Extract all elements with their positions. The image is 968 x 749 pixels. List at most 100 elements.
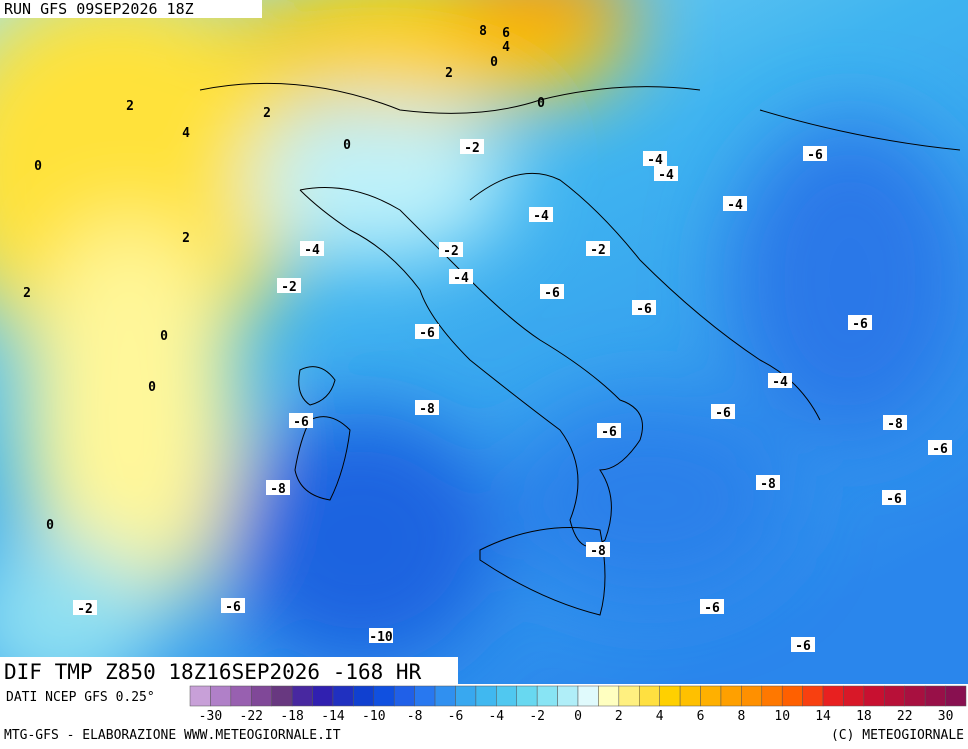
contour-label: 2: [263, 106, 271, 121]
colorbar-label: 8: [737, 709, 745, 724]
contour-label: -6: [293, 415, 309, 430]
contour-label: -2: [464, 141, 480, 156]
colorbar-box: [230, 685, 252, 707]
colorbar-label: -4: [488, 709, 504, 724]
contour-label: -6: [715, 406, 731, 421]
colorbar-box: [291, 685, 313, 707]
footer-right: (C) METEOGIORNALE: [831, 728, 964, 743]
colorbar-label: -14: [321, 709, 345, 724]
label-box: [803, 146, 827, 161]
contour-label: 0: [46, 518, 54, 533]
run-label: RUN GFS 09SEP2026 18Z: [4, 0, 194, 18]
contour-label: 0: [148, 380, 156, 395]
colorbar-label: -30: [199, 709, 222, 724]
colorbar-box: [536, 685, 558, 707]
colorbar-box: [496, 685, 517, 707]
colorbar-box: [863, 685, 885, 707]
colorbar-box: [884, 685, 905, 707]
colorbar-box: [577, 685, 599, 707]
label-box: [540, 284, 564, 299]
label-box: [711, 404, 735, 419]
colorbar-label: 0: [574, 709, 582, 724]
contour-label: 6: [502, 26, 510, 41]
contour-label: 4: [502, 40, 510, 55]
label-box: [700, 599, 724, 614]
label-box: [460, 139, 484, 154]
label-box: [848, 315, 872, 330]
contour-label: -6: [807, 148, 823, 163]
label-box: [289, 413, 313, 428]
header-box: [0, 0, 262, 18]
contour-label: -4: [647, 153, 663, 168]
colorbar-label: 18: [856, 709, 872, 724]
colorbar-label: 2: [615, 709, 623, 724]
contour-label: -6: [544, 286, 560, 301]
colorbar-box: [720, 685, 742, 707]
colorbar-box: [251, 685, 272, 707]
label-box: [882, 490, 906, 505]
contour-label: 0: [160, 329, 168, 344]
colorbar-label: -22: [240, 709, 263, 724]
colorbar-box: [802, 685, 824, 707]
colorbar-label: 22: [897, 709, 913, 724]
colorbar-box: [822, 685, 844, 707]
label-box: [586, 241, 610, 256]
colorbar-label: -2: [529, 709, 545, 724]
contour-label: -4: [658, 168, 674, 183]
contour-label: -8: [590, 544, 606, 559]
colorbar-box: [271, 685, 293, 707]
colorbar-box: [924, 685, 946, 707]
contour-label: -4: [772, 375, 788, 390]
contour-label: 2: [23, 286, 31, 301]
contour-label: 0: [34, 159, 42, 174]
label-box: [300, 241, 324, 256]
contour-label: -6: [636, 302, 652, 317]
label-box: [73, 600, 97, 615]
label-box: [586, 542, 610, 557]
contour-label: -6: [795, 639, 811, 654]
contour-label: -6: [852, 317, 868, 332]
colorbar-box: [557, 685, 579, 707]
coastlines: [199, 82, 961, 616]
colorbar-box: [516, 685, 538, 707]
colorbar-label: -18: [280, 709, 303, 724]
contour-label: -4: [453, 271, 469, 286]
contour-label: 2: [445, 66, 453, 81]
contour-label: -2: [443, 244, 459, 259]
colorbar-box: [761, 685, 783, 707]
colorbar-box: [353, 685, 375, 707]
contour-label: 2: [182, 231, 190, 246]
label-box: [415, 324, 439, 339]
contour-label: 4: [182, 126, 190, 141]
label-box: [597, 423, 621, 438]
colorbar-box: [781, 685, 803, 707]
contour-label: -2: [77, 602, 93, 617]
label-box: [791, 637, 815, 652]
label-box: [449, 269, 473, 284]
label-box: [415, 400, 439, 415]
label-box: [928, 440, 952, 455]
label-box: [266, 480, 290, 495]
contour-label: -6: [419, 326, 435, 341]
label-box: [277, 278, 301, 293]
contour-label: -4: [304, 243, 320, 258]
colorbar-box: [700, 685, 722, 707]
colorbar-box: [945, 685, 967, 707]
contour-label: -6: [886, 492, 902, 507]
contour-label: -4: [533, 209, 549, 224]
colorbar-box: [598, 685, 620, 707]
contour-label: -6: [225, 600, 241, 615]
label-box: [632, 300, 656, 315]
colorbar-box: [639, 685, 660, 707]
colorbar-label: 14: [815, 709, 831, 724]
label-box: [221, 598, 245, 613]
contour-label: 0: [490, 55, 498, 70]
colorbar-box: [843, 685, 865, 707]
colorbar-label: -10: [362, 709, 385, 724]
contour-label: -8: [270, 482, 286, 497]
contour-label: -6: [601, 425, 617, 440]
label-box: [768, 373, 792, 388]
colorbar-box: [455, 685, 477, 707]
colorbar-label: 10: [774, 709, 790, 724]
